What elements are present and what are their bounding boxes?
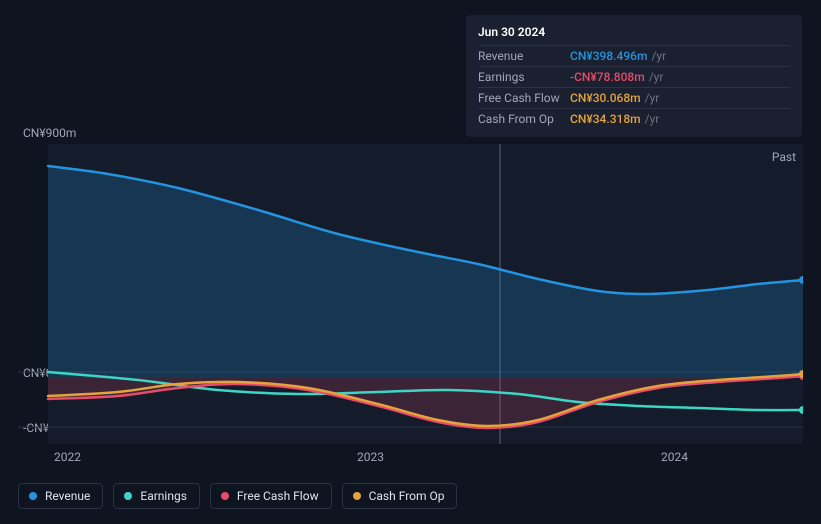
legend-label: Cash From Op	[369, 489, 445, 503]
tooltip-row: Cash From OpCN¥34.318m/yr	[478, 108, 790, 129]
legend-label: Revenue	[45, 489, 90, 503]
x-axis-label: 2023	[357, 450, 384, 464]
tooltip-panel: Jun 30 2024 RevenueCN¥398.496m/yrEarning…	[466, 15, 802, 137]
past-label: Past	[772, 150, 796, 164]
tooltip-row-value: CN¥398.496m	[570, 49, 647, 63]
legend-label: Free Cash Flow	[237, 489, 319, 503]
tooltip-row-label: Earnings	[478, 70, 570, 84]
chart-svg	[18, 144, 803, 444]
legend-item[interactable]: Free Cash Flow	[210, 483, 332, 509]
x-axis-label: 2022	[54, 450, 81, 464]
tooltip-date: Jun 30 2024	[478, 21, 790, 45]
tooltip-row-label: Free Cash Flow	[478, 91, 570, 105]
legend-item[interactable]: Cash From Op	[342, 483, 458, 509]
x-axis-label: 2024	[661, 450, 688, 464]
tooltip-row: Free Cash FlowCN¥30.068m/yr	[478, 87, 790, 108]
tooltip-row-suffix: /yr	[645, 91, 660, 105]
tooltip-row-value: CN¥30.068m	[570, 91, 641, 105]
tooltip-row-value: CN¥34.318m	[570, 112, 641, 126]
tooltip-row-label: Cash From Op	[478, 112, 570, 126]
chart-area	[18, 144, 803, 444]
legend-dot-icon	[221, 492, 229, 500]
legend-item[interactable]: Revenue	[18, 483, 103, 509]
legend-dot-icon	[124, 492, 132, 500]
tooltip-row: RevenueCN¥398.496m/yr	[478, 45, 790, 66]
tooltip-row-suffix: /yr	[645, 112, 660, 126]
tooltip-row: Earnings-CN¥78.808m/yr	[478, 66, 790, 87]
tooltip-row-suffix: /yr	[649, 70, 664, 84]
y-axis-label: CN¥900m	[23, 126, 76, 140]
tooltip-row-suffix: /yr	[651, 49, 666, 63]
legend-item[interactable]: Earnings	[113, 483, 200, 509]
legend: Revenue Earnings Free Cash Flow Cash From O…	[18, 483, 457, 509]
legend-dot-icon	[353, 492, 361, 500]
tooltip-row-label: Revenue	[478, 49, 570, 63]
legend-dot-icon	[29, 492, 37, 500]
legend-label: Earnings	[140, 489, 187, 503]
tooltip-row-value: -CN¥78.808m	[570, 70, 645, 84]
